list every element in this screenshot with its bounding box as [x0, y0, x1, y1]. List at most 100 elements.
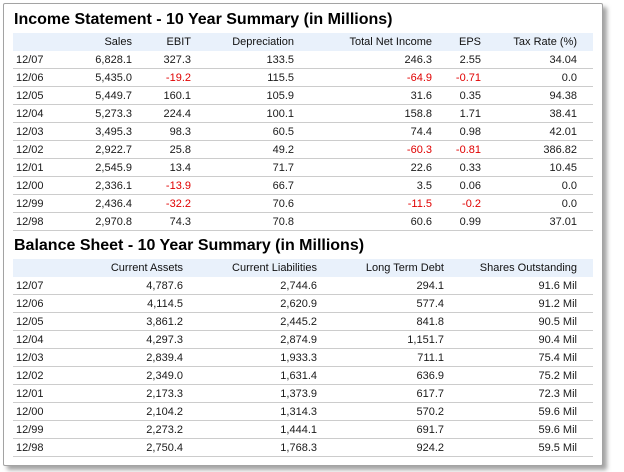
balance-sheet-body: 12/07 4,787.6 2,744.6 294.1 91.6 Mil 12/06 4,1… [13, 277, 593, 457]
date-cell: 12/02 [13, 140, 53, 159]
value-cell: 59.6 Mil [444, 420, 593, 439]
value-cell: 1,768.3 [183, 438, 317, 457]
value-cell: 2,336.1 [53, 176, 132, 195]
value-cell: 2.55 [432, 51, 481, 69]
value-cell: 0.98 [432, 122, 481, 141]
value-cell: 105.9 [191, 86, 294, 105]
value-cell: 160.1 [132, 86, 191, 105]
balance-sheet-title: Balance Sheet - 10 Year Summary (in Mill… [14, 237, 365, 254]
value-cell: 94.38 [481, 86, 593, 105]
date-cell: 12/04 [13, 330, 53, 349]
value-cell: 0.35 [432, 86, 481, 105]
value-cell: -0.81 [432, 140, 481, 159]
value-cell: 75.2 Mil [444, 366, 593, 385]
value-cell: -32.2 [132, 194, 191, 213]
value-cell: 37.01 [481, 212, 593, 231]
value-cell: 90.4 Mil [444, 330, 593, 349]
value-cell: 70.8 [191, 212, 294, 231]
date-cell: 12/05 [13, 86, 53, 105]
column-header: EPS [432, 33, 481, 51]
value-cell: 570.2 [317, 402, 444, 421]
value-cell: 224.4 [132, 104, 191, 123]
value-cell: 3.5 [294, 176, 432, 195]
value-cell: 72.3 Mil [444, 384, 593, 403]
table-row: 12/98 2,970.8 74.3 70.8 60.6 0.99 37.01 [13, 212, 593, 231]
table-row: 12/01 2,545.9 13.4 71.7 22.6 0.33 10.45 [13, 158, 593, 177]
value-cell: 98.3 [132, 122, 191, 141]
value-cell: 75.4 Mil [444, 348, 593, 367]
date-cell: 12/98 [13, 438, 53, 457]
value-cell: 2,744.6 [183, 277, 317, 295]
value-cell: 31.6 [294, 86, 432, 105]
value-cell: 327.3 [132, 51, 191, 69]
value-cell: 2,173.3 [53, 384, 183, 403]
income-statement-header: Sales EBIT Depreciation Total Net Income EPS… [13, 33, 593, 51]
value-cell: 1,444.1 [183, 420, 317, 439]
value-cell: 6,828.1 [53, 51, 132, 69]
value-cell: 5,449.7 [53, 86, 132, 105]
value-cell: 60.6 [294, 212, 432, 231]
date-cell: 12/00 [13, 176, 53, 195]
date-cell: 12/99 [13, 420, 53, 439]
value-cell: 1,151.7 [317, 330, 444, 349]
value-cell: 2,545.9 [53, 158, 132, 177]
header-row: Current Assets Current Liabilities Long Te… [13, 259, 593, 277]
value-cell: -0.2 [432, 194, 481, 213]
value-cell: -11.5 [294, 194, 432, 213]
date-cell: 12/03 [13, 348, 53, 367]
value-cell: 91.6 Mil [444, 277, 593, 295]
date-cell: 12/07 [13, 51, 53, 69]
value-cell: 59.6 Mil [444, 402, 593, 421]
value-cell: 133.5 [191, 51, 294, 69]
value-cell: 0.0 [481, 176, 593, 195]
column-header: Depreciation [191, 33, 294, 51]
date-cell: 12/06 [13, 68, 53, 87]
value-cell: 10.45 [481, 158, 593, 177]
date-cell: 12/04 [13, 104, 53, 123]
table-row: 12/03 3,495.3 98.3 60.5 74.4 0.98 42.01 [13, 122, 593, 141]
table-row: 12/98 2,750.4 1,768.3 924.2 59.5 Mil [13, 438, 593, 457]
table-row: 12/07 4,787.6 2,744.6 294.1 91.6 Mil [13, 277, 593, 295]
balance-sheet-section: Balance Sheet - 10 Year Summary (in Mill… [13, 236, 593, 457]
income-statement-body: 12/07 6,828.1 327.3 133.5 246.3 2.55 34.04 12/0… [13, 51, 593, 231]
value-cell: 115.5 [191, 68, 294, 87]
value-cell: 158.8 [294, 104, 432, 123]
value-cell: 0.0 [481, 68, 593, 87]
value-cell: 1,314.3 [183, 402, 317, 421]
value-cell: 5,435.0 [53, 68, 132, 87]
value-cell: 711.1 [317, 348, 444, 367]
value-cell: 3,495.3 [53, 122, 132, 141]
value-cell: 90.5 Mil [444, 312, 593, 331]
value-cell: 0.33 [432, 158, 481, 177]
column-header [13, 259, 53, 277]
date-cell: 12/07 [13, 277, 53, 295]
table-row: 12/06 4,114.5 2,620.9 577.4 91.2 Mil [13, 294, 593, 313]
table-row: 12/05 5,449.7 160.1 105.9 31.6 0.35 94.38 [13, 86, 593, 105]
table-row: 12/01 2,173.3 1,373.9 617.7 72.3 Mil [13, 384, 593, 403]
income-statement-table: Sales EBIT Depreciation Total Net Income EPS… [13, 33, 593, 231]
value-cell: 294.1 [317, 277, 444, 295]
column-header: Sales [53, 33, 132, 51]
column-header: EBIT [132, 33, 191, 51]
value-cell: -64.9 [294, 68, 432, 87]
value-cell: 617.7 [317, 384, 444, 403]
value-cell: 4,297.3 [53, 330, 183, 349]
date-cell: 12/05 [13, 312, 53, 331]
income-statement-section: Income Statement - 10 Year Summary (in M… [13, 10, 593, 231]
value-cell: 386.82 [481, 140, 593, 159]
value-cell: 5,273.3 [53, 104, 132, 123]
table-row: 12/99 2,273.2 1,444.1 691.7 59.6 Mil [13, 420, 593, 439]
balance-sheet-table: Current Assets Current Liabilities Long Te… [13, 259, 593, 457]
value-cell: 2,273.2 [53, 420, 183, 439]
value-cell: -13.9 [132, 176, 191, 195]
date-cell: 12/98 [13, 212, 53, 231]
value-cell: 577.4 [317, 294, 444, 313]
value-cell: 2,970.8 [53, 212, 132, 231]
value-cell: 2,839.4 [53, 348, 183, 367]
table-row: 12/00 2,104.2 1,314.3 570.2 59.6 Mil [13, 402, 593, 421]
table-row: 12/04 4,297.3 2,874.9 1,151.7 90.4 Mil [13, 330, 593, 349]
value-cell: 13.4 [132, 158, 191, 177]
value-cell: 2,445.2 [183, 312, 317, 331]
value-cell: 59.5 Mil [444, 438, 593, 457]
table-row: 12/99 2,436.4 -32.2 70.6 -11.5 -0.2 0.0 [13, 194, 593, 213]
